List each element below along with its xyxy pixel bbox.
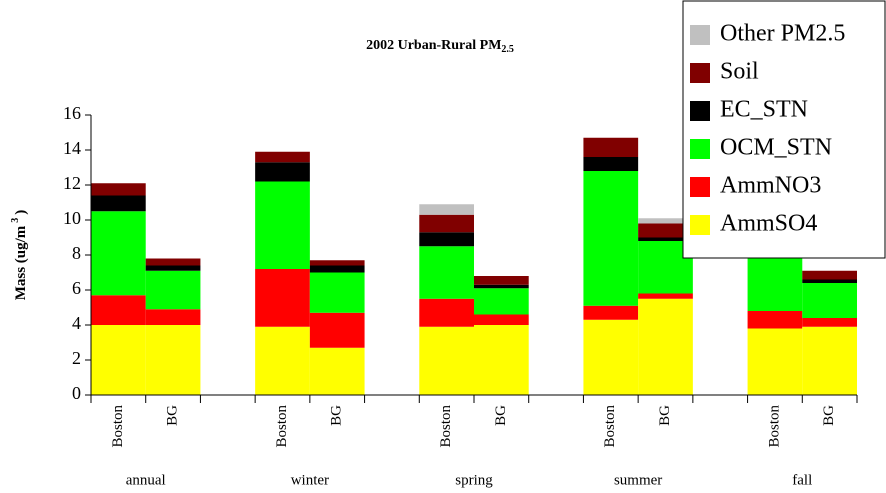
bar-segment (145, 325, 201, 395)
bar-segment (419, 298, 474, 327)
bar-segment (638, 223, 693, 238)
legend-swatch (690, 63, 710, 83)
x-tick-label: BG (329, 405, 345, 426)
y-tick-label: 16 (63, 103, 81, 123)
legend-swatch (690, 139, 710, 159)
x-tick-label: BG (821, 405, 837, 426)
bar-segment (638, 298, 693, 395)
bar-segment (583, 305, 639, 320)
bar-segment (747, 328, 803, 395)
bar-segment (419, 326, 474, 395)
title-main: 2002 Urban-Rural PM (366, 38, 501, 53)
group-label: fall (792, 472, 812, 488)
legend-label: Other PM2.5 (720, 21, 845, 47)
bar-segment (145, 258, 201, 266)
bar-segment (802, 326, 857, 395)
bar-segment (802, 283, 857, 318)
y-label-end: ) (13, 210, 29, 215)
x-tick-label: Boston (110, 405, 126, 448)
bar-segment (91, 183, 146, 196)
legend-label: AmmSO4 (720, 211, 817, 237)
bar-segment (309, 265, 365, 273)
y-tick-label: 2 (72, 348, 81, 368)
legend-label: OCM_STN (720, 135, 832, 161)
bar-segment (309, 347, 365, 395)
legend-swatch (690, 215, 710, 235)
legend-swatch (690, 25, 710, 45)
bar-segment (802, 318, 857, 327)
bar-segment (419, 204, 474, 215)
group-label: annual (126, 472, 166, 488)
bar-segment (638, 218, 693, 224)
y-tick-label: 8 (72, 243, 81, 263)
y-tick-label: 4 (72, 313, 81, 333)
bar-segment (91, 195, 146, 212)
bar-segment (583, 319, 639, 395)
bar-segment (255, 181, 310, 269)
y-tick-label: 6 (72, 278, 81, 298)
bar-segment (474, 276, 529, 285)
bar-segment (91, 295, 146, 325)
legend-label: EC_STN (720, 97, 808, 123)
legend-swatch (690, 101, 710, 121)
y-tick-label: 12 (63, 173, 81, 193)
y-axis-label: Mass (ug/m 3) (10, 210, 29, 301)
legend-swatch (690, 177, 710, 197)
bar-segment (255, 162, 310, 182)
bar-segment (255, 151, 310, 163)
x-tick-label: Boston (602, 405, 618, 448)
bar-segment (583, 137, 639, 157)
bar-segment (747, 311, 803, 329)
group-label: winter (291, 472, 329, 488)
y-label-main: Mass (ug/m (13, 225, 29, 300)
bar-segment (474, 314, 529, 325)
legend: Other PM2.5 Soil EC_STN OCM_STN AmmNO3 AmmSO4 (682, 0, 886, 259)
bar-segment (419, 214, 474, 233)
y-tick-label: 0 (72, 383, 81, 403)
legend-label: Soil (720, 59, 759, 85)
bar-segment (419, 246, 474, 299)
bar-segment (474, 325, 529, 395)
bar-segment (419, 232, 474, 247)
bar-segment (474, 284, 529, 289)
x-tick-label: BG (165, 405, 181, 426)
x-tick-label: Boston (274, 405, 290, 448)
bar-segment (309, 312, 365, 348)
bar-segment (145, 270, 201, 310)
bar-segment (255, 326, 310, 395)
title-subscript: 2.5 (501, 44, 514, 55)
group-label: summer (614, 472, 662, 488)
y-tick-label: 10 (63, 208, 81, 228)
bar-segment (91, 325, 146, 395)
bar-segment (255, 269, 310, 327)
x-tick-label: Boston (438, 405, 454, 448)
bar-segment (145, 309, 201, 325)
x-tick-label: BG (657, 405, 673, 426)
bar-segment (802, 279, 857, 283)
bar-segment (638, 237, 693, 241)
bar-segment (474, 288, 529, 315)
bar-segment (309, 272, 365, 313)
legend-box (682, 0, 886, 259)
bar-segment (638, 293, 693, 299)
bar-segment (309, 260, 365, 266)
group-label: spring (455, 472, 493, 488)
bar-segment (91, 211, 146, 296)
y-label-sup: 3 (10, 218, 21, 223)
x-tick-label: BG (493, 405, 509, 426)
chart-title: 2002 Urban-Rural PM2.5 (366, 38, 514, 55)
bar-segment (145, 265, 201, 271)
y-tick-label: 14 (63, 138, 81, 158)
bar-segment (583, 157, 639, 171)
bar-segment (802, 270, 857, 280)
legend-label: AmmNO3 (720, 173, 821, 199)
x-tick-label: Boston (766, 405, 782, 448)
bar-segment (583, 171, 639, 306)
